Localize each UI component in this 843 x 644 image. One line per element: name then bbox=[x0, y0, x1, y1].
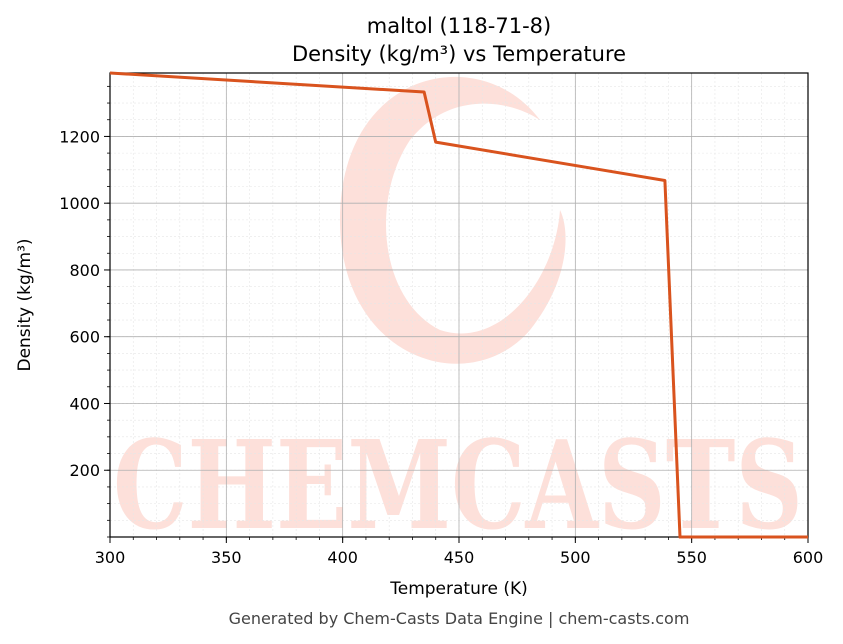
x-tick-label: 550 bbox=[676, 548, 707, 567]
y-tick-label: 200 bbox=[69, 461, 100, 480]
x-axis-ticks: 300 350 400 450 500 550 600 bbox=[95, 537, 824, 567]
x-tick-label: 450 bbox=[444, 548, 475, 567]
chart-title-line1: maltol (118-71-8) bbox=[367, 14, 551, 38]
density-series-line bbox=[109, 71, 808, 539]
x-tick-label: 350 bbox=[211, 548, 242, 567]
footer-text: Generated by Chem-Casts Data Engine | ch… bbox=[229, 609, 690, 628]
y-tick-label: 800 bbox=[69, 261, 100, 280]
chemcasts-watermark: CHEMCASTS bbox=[113, 76, 803, 557]
watermark-text: CHEMCASTS bbox=[113, 413, 803, 557]
y-tick-label: 1000 bbox=[59, 194, 100, 213]
y-tick-label: 400 bbox=[69, 394, 100, 413]
x-tick-label: 300 bbox=[95, 548, 126, 567]
y-axis-label: Density (kg/m³) bbox=[15, 238, 35, 371]
watermark-swirl bbox=[340, 76, 566, 364]
x-tick-label: 600 bbox=[793, 548, 824, 567]
chart-title-line2: Density (kg/m³) vs Temperature bbox=[292, 42, 626, 66]
x-tick-label: 400 bbox=[327, 548, 358, 567]
y-tick-label: 600 bbox=[69, 328, 100, 347]
x-tick-label: 500 bbox=[560, 548, 591, 567]
y-axis-ticks: 200 400 600 800 1000 1200 bbox=[59, 85, 110, 538]
x-axis-label: Temperature (K) bbox=[389, 579, 528, 599]
y-tick-label: 1200 bbox=[59, 127, 100, 146]
